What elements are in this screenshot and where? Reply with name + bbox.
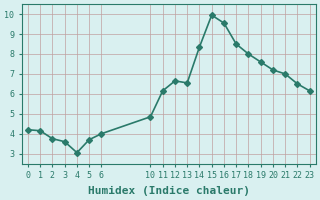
X-axis label: Humidex (Indice chaleur): Humidex (Indice chaleur) (88, 186, 250, 196)
